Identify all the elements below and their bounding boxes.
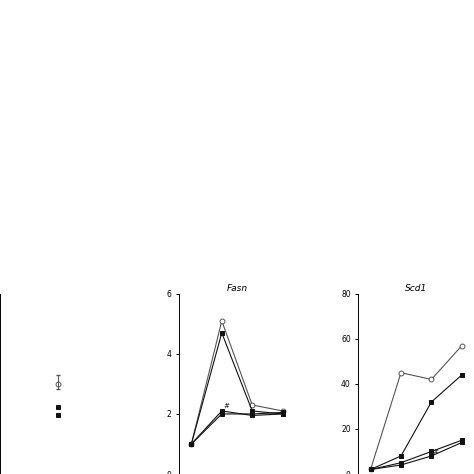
- Title: Fasn: Fasn: [227, 284, 247, 293]
- Text: #: #: [223, 403, 229, 410]
- Text: #: #: [433, 449, 439, 455]
- Title: Scd1: Scd1: [405, 284, 428, 293]
